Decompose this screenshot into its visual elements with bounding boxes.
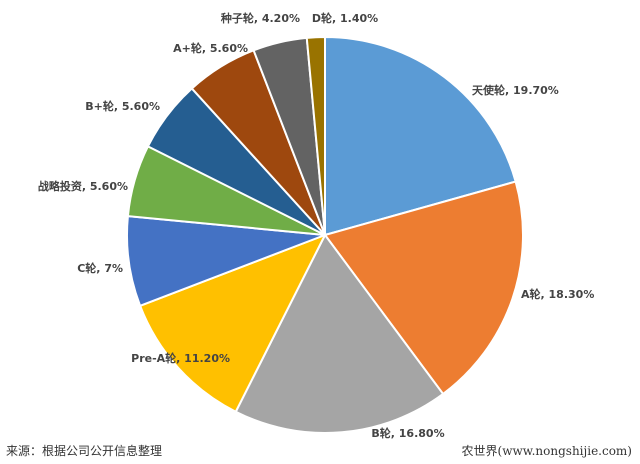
pie-slice-0 (324, 35, 517, 237)
source-note: 来源：根据公司公开信息整理 (6, 444, 163, 458)
slice-label-7: A+轮, 5.60% (173, 41, 248, 55)
slice-label-1: A轮, 18.30% (521, 287, 594, 301)
slice-label-2: B轮, 16.80% (371, 426, 444, 440)
slice-label-3: Pre-A轮, 11.20% (131, 351, 230, 365)
pie-slice-3 (138, 233, 328, 414)
site-credit: 农世界(www.nongshijie.com) (461, 444, 632, 458)
slice-label-0: 天使轮, 19.70% (472, 83, 559, 97)
slice-label-6: B+轮, 5.60% (85, 99, 160, 113)
slice-label-9: D轮, 1.40% (312, 11, 378, 25)
slice-label-5: 战略投资, 5.60% (38, 179, 128, 193)
slice-label-8: 种子轮, 4.20% (220, 11, 300, 25)
pie-slice-2 (234, 233, 445, 434)
pie-slice-9 (305, 35, 326, 236)
slice-label-4: C轮, 7% (77, 261, 123, 275)
pie-slice-1 (323, 180, 524, 396)
